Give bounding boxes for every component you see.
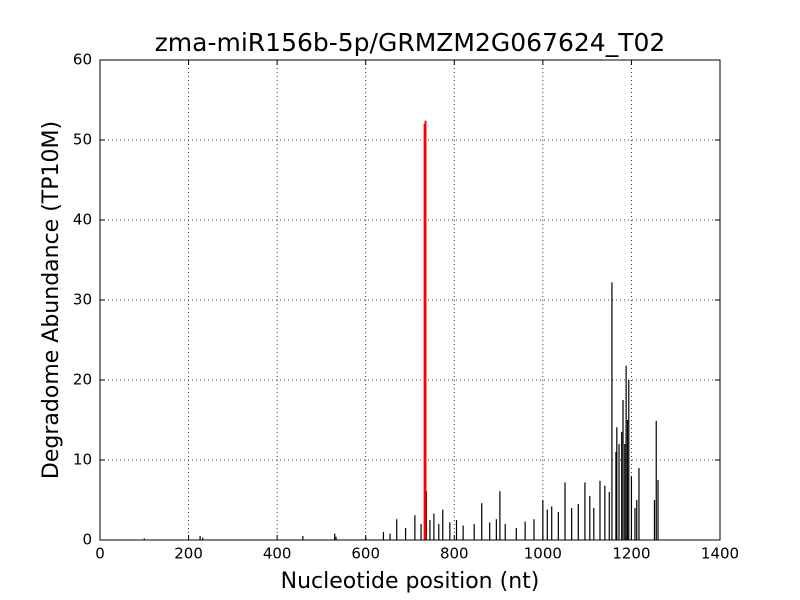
x-tick-label: 1200 — [612, 545, 650, 563]
x-axis-label: Nucleotide position (nt) — [281, 569, 540, 594]
x-tick-label: 1400 — [701, 545, 739, 563]
y-tick-label: 10 — [73, 451, 92, 469]
x-tick-label: 0 — [95, 545, 105, 563]
y-tick-label: 30 — [73, 291, 92, 309]
y-tick-label: 0 — [82, 531, 92, 549]
chart-title: zma-miR156b-5p/GRMZM2G067624_T02 — [155, 28, 666, 57]
y-tick-label: 20 — [73, 371, 92, 389]
y-tick-label: 60 — [73, 51, 92, 69]
x-tick-label: 200 — [174, 545, 203, 563]
y-tick-label: 40 — [73, 211, 92, 229]
x-tick-label: 400 — [263, 545, 292, 563]
x-tick-label: 800 — [440, 545, 469, 563]
y-tick-label: 50 — [73, 131, 92, 149]
plot-frame — [99, 59, 721, 541]
plot-area: 0 200 400 600 800 1000 1200 1400 0 10 20 30 40 50 60 — [73, 51, 739, 563]
x-tick-label: 1000 — [524, 545, 562, 563]
y-axis-label: Degradome Abundance (TP10M) — [39, 121, 64, 479]
x-tick-label: 600 — [351, 545, 380, 563]
